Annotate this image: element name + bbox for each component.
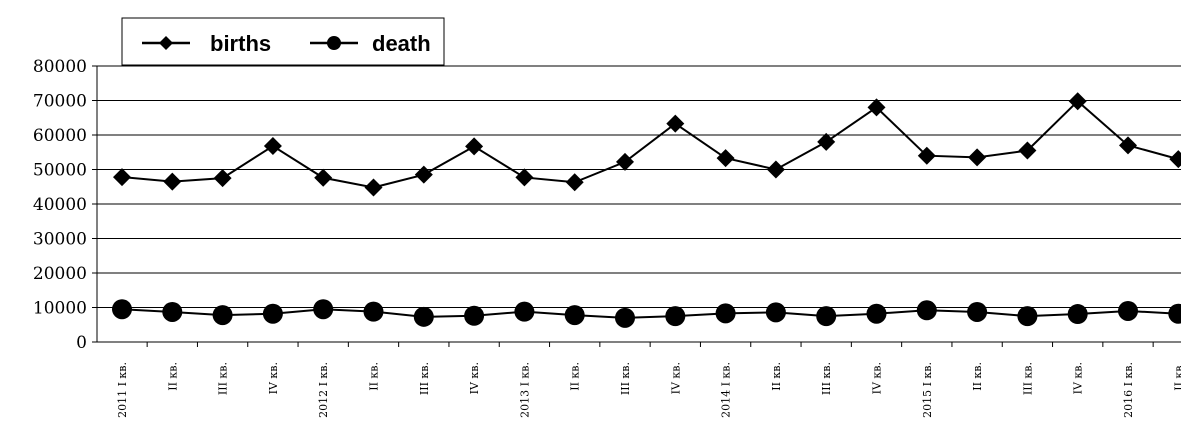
data-point-death bbox=[1017, 306, 1038, 327]
x-tick-label: IV кв. bbox=[871, 362, 884, 394]
data-point-death bbox=[262, 303, 283, 324]
x-tick-label: IV кв. bbox=[267, 362, 280, 394]
data-point-births bbox=[766, 160, 785, 179]
x-tick-label: II кв. bbox=[1172, 362, 1181, 391]
data-point-death bbox=[916, 300, 937, 321]
grid-layer bbox=[97, 65, 1181, 308]
data-point-births bbox=[1169, 150, 1181, 169]
data-point-births bbox=[263, 137, 282, 156]
legend: births death bbox=[121, 17, 445, 66]
data-point-births bbox=[1119, 136, 1137, 155]
data-point-death bbox=[715, 303, 736, 324]
data-point-births bbox=[968, 148, 987, 167]
data-point-death bbox=[615, 307, 635, 328]
data-point-births bbox=[163, 172, 182, 191]
y-tick-label: 30000 bbox=[33, 230, 87, 250]
data-point-death bbox=[112, 299, 132, 320]
y-tick-label: 80000 bbox=[33, 57, 87, 77]
data-point-death bbox=[816, 306, 837, 327]
series-line-death bbox=[121, 308, 1179, 319]
x-tick-label: IV кв. bbox=[468, 362, 481, 394]
data-point-death bbox=[765, 302, 786, 323]
data-point-births bbox=[616, 152, 634, 171]
x-tick-label: II кв. bbox=[166, 362, 179, 391]
series-line-births bbox=[121, 99, 1179, 189]
x-tick-label: III кв. bbox=[418, 362, 431, 395]
x-tick-label: II кв. bbox=[971, 362, 984, 391]
x-tick-label: 2014 I кв. bbox=[720, 362, 733, 418]
x-tick-label: 2015 I кв. bbox=[921, 362, 934, 418]
x-tick-label: 2016 I кв. bbox=[1122, 362, 1135, 418]
x-tick-label: 2012 I кв. bbox=[317, 362, 330, 418]
data-point-births bbox=[917, 146, 936, 165]
data-point-births bbox=[113, 168, 131, 187]
legend-marker-births bbox=[159, 36, 173, 50]
data-point-births bbox=[465, 137, 484, 156]
x-tick-label: II кв. bbox=[569, 362, 582, 391]
data-point-death bbox=[514, 301, 535, 322]
data-point-births bbox=[716, 149, 735, 168]
data-point-births bbox=[867, 98, 886, 117]
y-tick-label: 50000 bbox=[33, 161, 87, 181]
data-point-death bbox=[212, 305, 233, 326]
data-point-births bbox=[565, 173, 584, 192]
x-tick-label: IV кв. bbox=[669, 362, 682, 394]
data-point-births bbox=[364, 178, 383, 197]
data-point-death bbox=[363, 301, 384, 322]
x-tick-label: III кв. bbox=[820, 362, 833, 395]
data-point-death bbox=[313, 299, 334, 320]
data-point-births bbox=[314, 168, 333, 187]
data-point-death bbox=[162, 301, 183, 322]
data-point-death bbox=[1168, 303, 1181, 324]
x-tick-label: II кв. bbox=[368, 362, 381, 391]
data-point-death bbox=[967, 301, 988, 322]
y-tick-label: 60000 bbox=[33, 126, 87, 146]
x-tick-label: III кв. bbox=[619, 362, 632, 395]
y-tick-label: 10000 bbox=[33, 299, 87, 319]
x-tick-label: III кв. bbox=[217, 362, 230, 395]
data-point-death bbox=[1067, 304, 1088, 325]
data-point-death bbox=[665, 306, 686, 327]
data-point-death bbox=[564, 305, 585, 326]
data-point-death bbox=[1118, 300, 1138, 321]
axis-layer: 0 10000 20000 30000 40000 50000 60000 70000 8000… bbox=[33, 57, 1181, 418]
data-point-births bbox=[515, 168, 534, 187]
legend-label-births: births bbox=[210, 31, 271, 56]
data-point-births bbox=[666, 114, 685, 133]
data-point-death bbox=[866, 303, 887, 324]
data-point-births bbox=[1018, 141, 1037, 160]
legend-label-death: death bbox=[372, 31, 431, 56]
y-tick-label: 0 bbox=[76, 333, 87, 353]
data-point-births bbox=[817, 132, 836, 151]
data-point-births bbox=[213, 169, 232, 188]
y-tick-label: 20000 bbox=[33, 264, 87, 284]
x-tick-label: 2011 I кв. bbox=[116, 362, 129, 418]
x-tick-label: III кв. bbox=[1021, 362, 1034, 395]
x-tick-label: II кв. bbox=[770, 362, 783, 391]
y-tick-label: 70000 bbox=[33, 92, 87, 112]
data-point-births bbox=[414, 165, 433, 184]
data-point-death bbox=[413, 306, 434, 327]
y-tick-label: 40000 bbox=[33, 195, 87, 215]
data-point-births bbox=[1068, 92, 1087, 111]
legend-box bbox=[121, 17, 445, 66]
data-point-death bbox=[464, 305, 485, 326]
x-tick-label: 2013 I кв. bbox=[518, 362, 531, 418]
legend-marker-death bbox=[327, 36, 341, 50]
x-tick-label: IV кв. bbox=[1072, 362, 1085, 394]
series-layer bbox=[112, 92, 1181, 328]
